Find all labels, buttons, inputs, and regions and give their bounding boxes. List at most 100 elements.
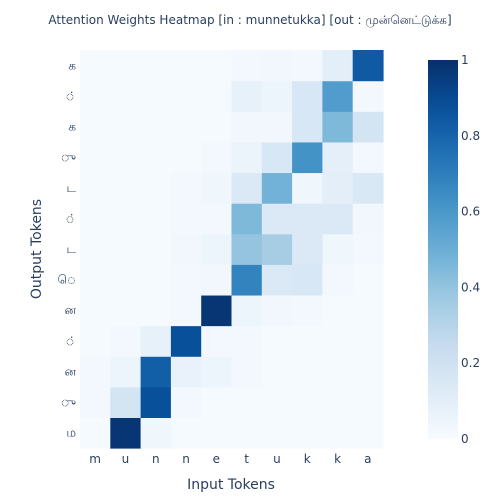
heatmap-cell: [231, 356, 263, 388]
heatmap-cell: [352, 111, 384, 143]
heatmap-cell: [352, 386, 384, 418]
heatmap-cell: [261, 294, 293, 327]
heatmap-cell: [231, 386, 263, 418]
heatmap-cell: [352, 50, 384, 82]
y-tick-label: ்: [65, 211, 76, 225]
heatmap-cell: [80, 111, 111, 143]
heatmap-cell: [352, 141, 384, 174]
heatmap-cell: [292, 172, 323, 204]
heatmap-cell: [352, 233, 384, 265]
heatmap-cell: [201, 203, 233, 235]
heatmap-cell: [261, 264, 293, 296]
heatmap-cell: [201, 386, 233, 418]
x-tick-label: n: [182, 452, 190, 466]
heatmap-cell: [261, 386, 293, 418]
heatmap-cell: [261, 141, 293, 174]
heatmap-cell: [201, 172, 233, 204]
x-tick-label: u: [273, 452, 281, 466]
x-tick-label: e: [213, 452, 220, 466]
heatmap-cell: [170, 386, 202, 418]
heatmap-cell: [110, 417, 142, 449]
heatmap-cell: [140, 264, 172, 296]
heatmap-cell: [352, 80, 384, 112]
heatmap-cell: [170, 50, 202, 82]
y-tick-label: ு: [61, 395, 76, 409]
heatmap-cell: [110, 264, 142, 296]
heatmap-cell: [201, 80, 233, 112]
x-tick-label: m: [89, 452, 101, 466]
heatmap-cell: [201, 294, 233, 327]
y-tick-label: ட: [66, 242, 76, 256]
heatmap-cell: [322, 264, 354, 296]
heatmap-cell: [292, 80, 323, 112]
heatmap-cell: [80, 356, 111, 388]
heatmap-cell: [201, 325, 233, 357]
heatmap-cell: [80, 203, 111, 235]
heatmap-cell: [261, 203, 293, 235]
heatmap-cell: [352, 172, 384, 204]
heatmap-cell: [170, 80, 202, 112]
heatmap-cell: [352, 417, 384, 449]
x-tick-label: t: [244, 452, 249, 466]
heatmap-cell: [231, 172, 263, 204]
heatmap-cell: [231, 233, 263, 265]
x-axis-title: Input Tokens: [187, 477, 275, 493]
heatmap-cell: [140, 50, 172, 82]
heatmap-cell: [352, 325, 384, 357]
heatmap-cell: [231, 203, 263, 235]
heatmap-cell: [110, 356, 142, 388]
x-tick-label: k: [334, 452, 341, 466]
heatmap-cell: [140, 203, 172, 235]
heatmap-cell: [231, 417, 263, 449]
colorbar-tick-label: 0.2: [461, 356, 480, 370]
heatmap-cell: [170, 356, 202, 388]
heatmap-cell: [231, 325, 263, 357]
heatmap-cell: [140, 111, 172, 143]
heatmap-cell: [140, 172, 172, 204]
heatmap-cell: [322, 386, 354, 418]
heatmap-cell: [322, 356, 354, 388]
heatmap-cell: [201, 50, 233, 82]
y-tick-label: க: [68, 120, 76, 134]
y-tick-label: ட: [66, 181, 76, 195]
heatmap-cell: [352, 356, 384, 388]
heatmap-cell: [80, 325, 111, 357]
heatmap-cell: [292, 294, 323, 327]
y-tick-label: ம: [66, 426, 76, 440]
chart-title: Attention Weights Heatmap [in : munnetuk…: [48, 13, 451, 28]
heatmap-cell: [201, 417, 233, 449]
heatmap-cell: [352, 203, 384, 235]
heatmap-cell: [140, 417, 172, 449]
heatmap-cell: [201, 356, 233, 388]
heatmap-cell: [110, 294, 142, 327]
heatmap-cell: [261, 80, 293, 112]
colorbar-tick-label: 1: [461, 53, 469, 67]
heatmap-cell: [80, 233, 111, 265]
heatmap-cell: [322, 141, 354, 174]
heatmap-cell: [110, 80, 142, 112]
heatmap-cell: [140, 356, 172, 388]
heatmap-cell: [110, 386, 142, 418]
x-tick-label: n: [152, 452, 160, 466]
heatmap-cell: [170, 233, 202, 265]
x-tick-label: u: [122, 452, 130, 466]
heatmap-cell: [140, 294, 172, 327]
heatmap-cell: [170, 141, 202, 174]
heatmap-cell: [322, 417, 354, 449]
heatmap-cell: [261, 172, 293, 204]
heatmap-cell: [110, 203, 142, 235]
heatmap-cell: [292, 356, 323, 388]
heatmap-cell: [201, 141, 233, 174]
heatmap-cell: [80, 50, 111, 82]
heatmap-cell: [292, 141, 323, 174]
heatmap-cell: [231, 294, 263, 327]
heatmap-cell: [231, 264, 263, 296]
colorbar-tick-label: 0: [461, 432, 469, 446]
heatmap-cell: [261, 417, 293, 449]
x-tick-label: a: [364, 452, 371, 466]
y-tick-label: ெ: [58, 273, 77, 287]
heatmap-cell: [322, 294, 354, 327]
heatmap-cell: [170, 203, 202, 235]
heatmap-cell: [170, 264, 202, 296]
